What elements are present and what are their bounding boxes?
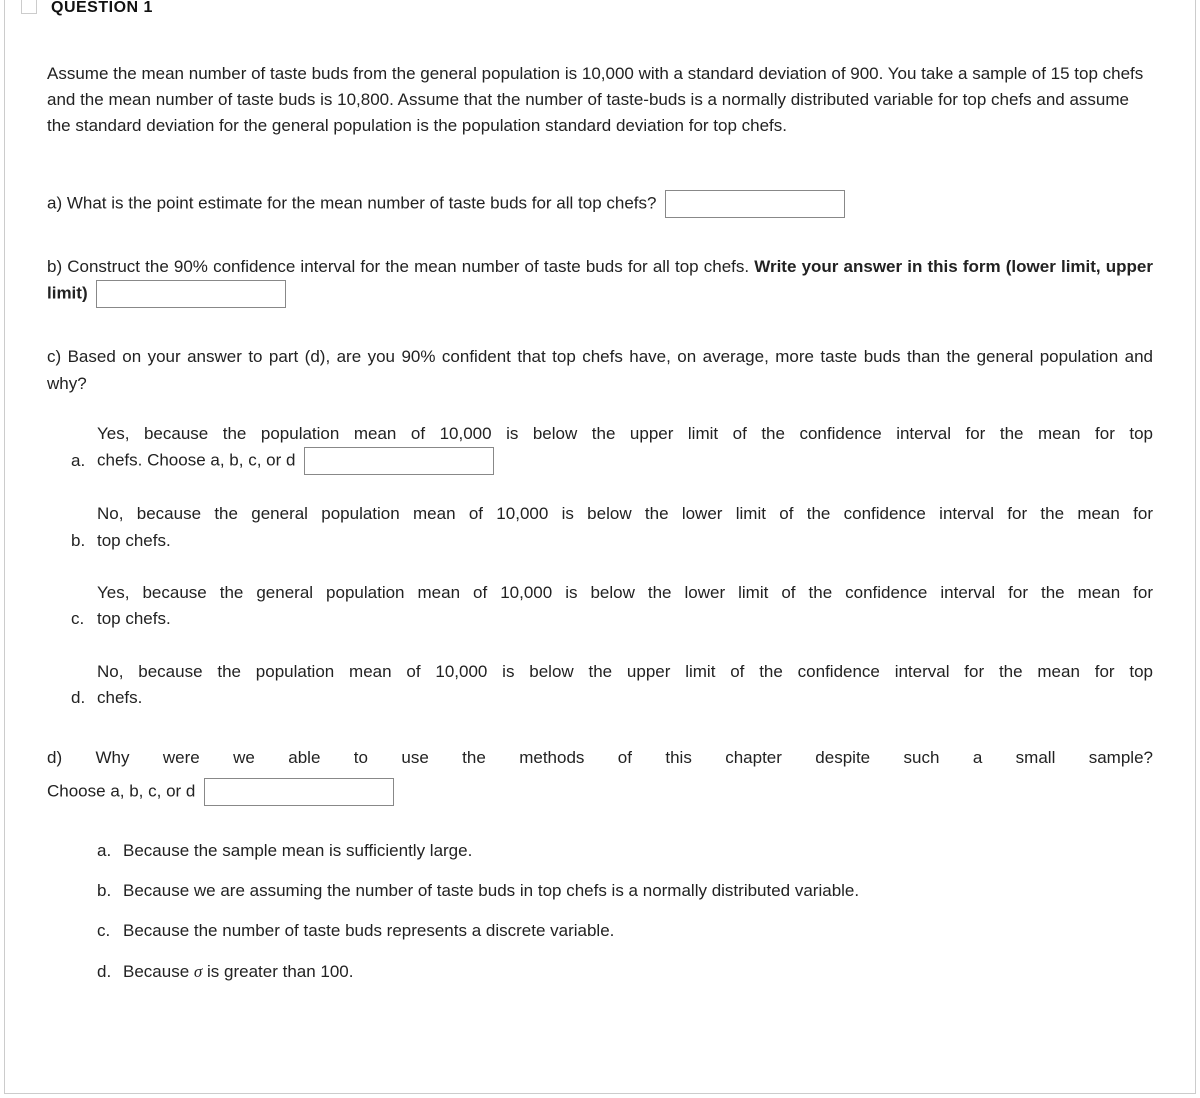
part-b-input[interactable] — [96, 280, 286, 308]
option-c-b-line1: No, because the general population mean … — [71, 501, 1153, 527]
part-d-choose: Choose a, b, c, or d — [47, 778, 1153, 806]
option-c-a-line2: chefs. Choose a, b, c, or d — [97, 451, 295, 470]
option-c-d-line2: chefs. — [97, 688, 142, 707]
option-c-d: No, because the population mean of 10,00… — [97, 659, 1153, 712]
part-a-input[interactable] — [665, 190, 845, 218]
intro-paragraph: Assume the mean number of taste buds fro… — [47, 61, 1153, 140]
option-letter-d-c: c. — [97, 918, 123, 944]
option-c-b-line2: top chefs. — [97, 531, 171, 550]
option-d-d-suffix: is greater than 100. — [202, 962, 353, 981]
part-a: a) What is the point estimate for the me… — [47, 190, 1153, 218]
option-letter-a: a. — [71, 448, 97, 474]
part-d-prompt: d) Why were we able to use the methods o… — [47, 745, 1153, 771]
option-d-b-text: Because we are assuming the number of ta… — [123, 878, 859, 904]
option-d-d-text: Because σ is greater than 100. — [123, 959, 354, 985]
option-c-a-line1: Yes, because the population mean of 10,0… — [71, 421, 1153, 447]
option-d-a-text: Because the sample mean is sufficiently … — [123, 838, 472, 864]
option-c-c-line2: top chefs. — [97, 609, 171, 628]
part-b-text1: b) Construct the 90% confidence interval… — [47, 257, 754, 276]
option-d-a: a. Because the sample mean is sufficient… — [97, 838, 1153, 864]
question-header: QUESTION 1 — [5, 0, 1195, 21]
option-c-d-line1: No, because the population mean of 10,00… — [71, 659, 1153, 685]
part-d-input[interactable] — [204, 778, 394, 806]
part-d-choose-label: Choose a, b, c, or d — [47, 781, 195, 800]
option-letter-d: d. — [71, 685, 97, 711]
part-d-options: a. Because the sample mean is sufficient… — [47, 838, 1153, 985]
option-letter-c: c. — [71, 606, 97, 632]
part-c-options: Yes, because the population mean of 10,0… — [47, 421, 1153, 711]
option-d-c: c. Because the number of taste buds repr… — [97, 918, 1153, 944]
option-letter-d-b: b. — [97, 878, 123, 904]
option-c-a: Yes, because the population mean of 10,0… — [97, 421, 1153, 475]
option-d-d: d. Because σ is greater than 100. — [97, 959, 1153, 985]
option-d-b: b. Because we are assuming the number of… — [97, 878, 1153, 904]
option-letter-d-d: d. — [97, 959, 123, 985]
option-c-b: No, because the general population mean … — [97, 501, 1153, 554]
part-a-label: a) What is the point estimate for the me… — [47, 193, 657, 212]
question-card: QUESTION 1 Assume the mean number of tas… — [4, 0, 1196, 1094]
option-letter-b: b. — [71, 528, 97, 554]
option-d-c-text: Because the number of taste buds represe… — [123, 918, 614, 944]
option-c-c: Yes, because the general population mean… — [97, 580, 1153, 633]
part-d: d) Why were we able to use the methods o… — [47, 745, 1153, 985]
option-d-d-prefix: Because — [123, 962, 194, 981]
part-c-input[interactable] — [304, 447, 494, 475]
option-letter-d-a: a. — [97, 838, 123, 864]
part-c-prompt: c) Based on your answer to part (d), are… — [47, 344, 1153, 397]
part-b: b) Construct the 90% confidence interval… — [47, 254, 1153, 308]
option-c-c-line1: Yes, because the general population mean… — [71, 580, 1153, 606]
question-content: Assume the mean number of taste buds fro… — [5, 21, 1195, 1019]
